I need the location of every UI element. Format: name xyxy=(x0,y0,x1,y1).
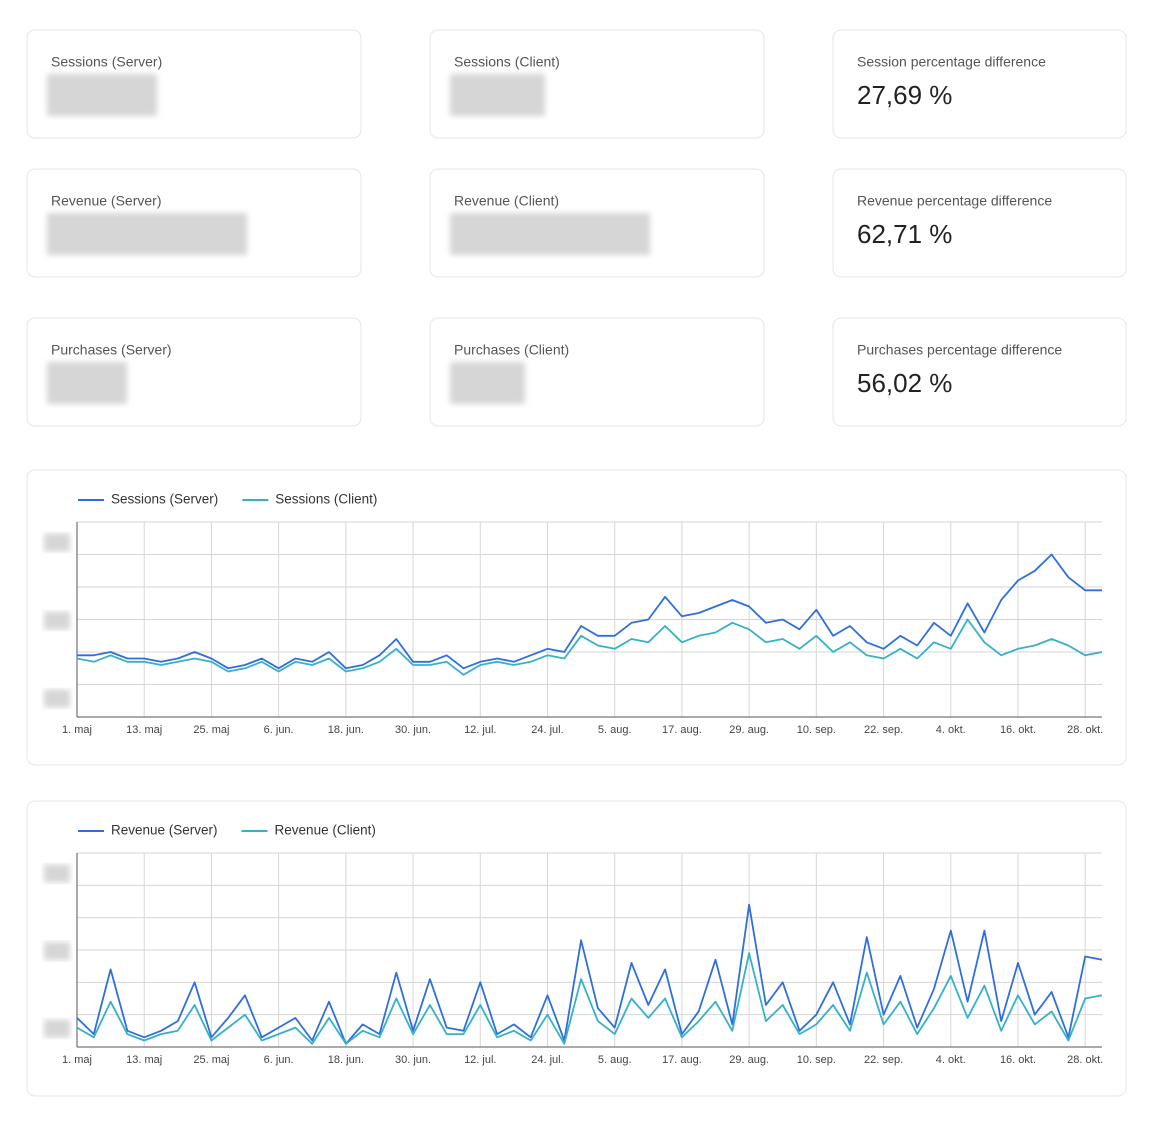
kpi-label: Purchases (Server) xyxy=(51,342,172,358)
kpi-card xyxy=(832,317,1127,427)
legend-label: Sessions (Server) xyxy=(111,492,218,507)
x-tick-label: 22. sep. xyxy=(864,1054,903,1066)
x-tick-label: 18. jun. xyxy=(328,1054,364,1066)
redacted-value xyxy=(47,74,157,116)
kpi-card xyxy=(832,29,1127,139)
x-tick-label: 25. maj xyxy=(193,1054,229,1066)
chart-card xyxy=(26,800,1127,1097)
redacted-axis-label xyxy=(44,942,70,960)
x-tick-label: 17. aug. xyxy=(662,1054,702,1066)
kpi-label: Purchases (Client) xyxy=(454,342,569,358)
x-tick-label: 25. maj xyxy=(193,724,229,736)
x-tick-label: 13. maj xyxy=(126,1054,162,1066)
x-tick-label: 29. aug. xyxy=(729,1054,769,1066)
x-tick-label: 22. sep. xyxy=(864,724,903,736)
redacted-axis-label xyxy=(44,864,70,883)
x-tick-label: 1. maj xyxy=(62,724,92,736)
kpi-label: Sessions (Server) xyxy=(51,54,162,70)
kpi-value: 27,69 % xyxy=(857,80,952,110)
redacted-value xyxy=(450,74,545,116)
x-tick-label: 24. jul. xyxy=(531,1054,563,1066)
legend-label: Revenue (Server) xyxy=(111,823,218,838)
legend-label: Revenue (Client) xyxy=(275,823,376,838)
x-tick-label: 29. aug. xyxy=(729,724,769,736)
x-tick-label: 10. sep. xyxy=(797,1054,836,1066)
redacted-value xyxy=(450,362,525,404)
x-tick-label: 24. jul. xyxy=(531,724,563,736)
kpi-label: Revenue (Client) xyxy=(454,193,559,209)
x-tick-label: 16. okt. xyxy=(1000,724,1036,736)
kpi-value: 62,71 % xyxy=(857,219,952,249)
x-tick-label: 12. jul. xyxy=(464,1054,496,1066)
kpi-label: Revenue (Server) xyxy=(51,193,162,209)
x-tick-label: 18. jun. xyxy=(328,724,364,736)
x-tick-label: 4. okt. xyxy=(936,724,966,736)
redacted-axis-label xyxy=(44,689,70,708)
redacted-axis-label xyxy=(44,533,70,552)
x-tick-label: 10. sep. xyxy=(797,724,836,736)
x-tick-label: 5. aug. xyxy=(598,724,632,736)
series-line xyxy=(76,952,1103,1045)
kpi-label: Sessions (Client) xyxy=(454,54,560,70)
kpi-card xyxy=(832,168,1127,278)
series-line xyxy=(77,553,1102,670)
kpi-label: Purchases percentage difference xyxy=(857,342,1062,358)
kpi-label: Revenue percentage difference xyxy=(857,193,1052,209)
redacted-value xyxy=(450,213,650,255)
kpi-cards: Sessions (Server) Sessions (Client) Sessio… xyxy=(26,29,1127,427)
x-tick-label: 17. aug. xyxy=(662,724,702,736)
redacted-axis-label xyxy=(44,611,70,630)
x-tick-label: 4. okt. xyxy=(936,1054,966,1066)
x-tick-label: 5. aug. xyxy=(598,1054,632,1066)
legend-label: Sessions (Client) xyxy=(275,492,377,507)
x-tick-label: 12. jul. xyxy=(464,724,496,736)
chart-card xyxy=(26,469,1127,766)
x-tick-label: 28. okt. xyxy=(1067,1054,1103,1066)
x-tick-label: 28. okt. xyxy=(1067,724,1103,736)
charts: 1. maj 13. maj 25. maj 6. jun. 18. jun. 30. j… xyxy=(26,469,1127,1097)
x-tick-label: 1. maj xyxy=(62,1054,92,1066)
series-line xyxy=(76,618,1103,676)
kpi-value: 56,02 % xyxy=(857,368,952,398)
redacted-value xyxy=(47,213,247,255)
redacted-value xyxy=(47,362,127,404)
redacted-axis-label xyxy=(44,1019,70,1038)
x-tick-label: 30. jun. xyxy=(395,1054,431,1066)
kpi-label: Session percentage difference xyxy=(857,54,1046,70)
x-tick-label: 6. jun. xyxy=(264,1054,294,1066)
x-tick-label: 6. jun. xyxy=(264,724,294,736)
series-line xyxy=(76,903,1103,1045)
x-tick-label: 13. maj xyxy=(126,724,162,736)
x-tick-label: 30. jun. xyxy=(395,724,431,736)
x-tick-label: 16. okt. xyxy=(1000,1054,1036,1066)
